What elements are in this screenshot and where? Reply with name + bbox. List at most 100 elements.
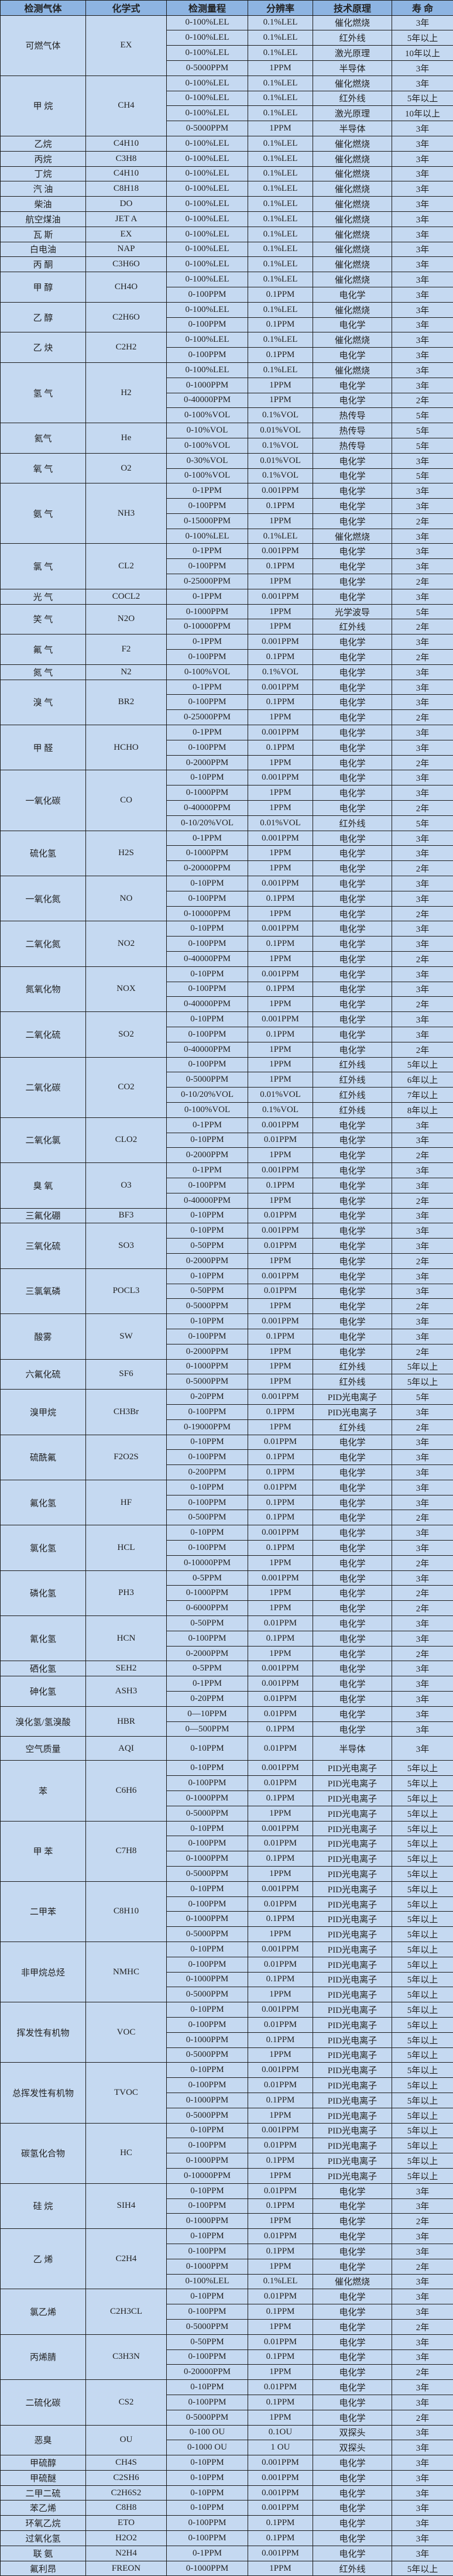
resolution-cell: 1PPM (248, 786, 313, 801)
principle-cell: 催化燃烧 (313, 76, 392, 91)
lifetime-cell: 5年以上 (392, 30, 453, 46)
principle-cell: 电化学 (313, 1178, 392, 1193)
resolution-cell: 0.1PPM (248, 695, 313, 710)
range-cell: 0-100PPM (167, 982, 248, 997)
range-cell: 0-100%LEL (167, 166, 248, 181)
principle-cell: 电化学 (313, 982, 392, 997)
lifetime-cell: 2年 (392, 574, 453, 589)
resolution-cell: 0.01PPM (248, 2183, 313, 2198)
lifetime-cell: 2年 (392, 1344, 453, 1359)
resolution-cell: 1PPM (248, 755, 313, 770)
gas-name-cell: 砷化氢 (1, 1676, 86, 1707)
principle-cell: PID光电离子 (313, 1972, 392, 1987)
principle-cell: PID光电离子 (313, 1912, 392, 1927)
range-cell: 0-1000PPM (167, 378, 248, 393)
principle-cell: 电化学 (313, 393, 392, 408)
resolution-cell: 0.1PPM (248, 2531, 313, 2546)
formula-cell: BF3 (86, 1208, 167, 1223)
principle-cell: 电化学 (313, 846, 392, 861)
range-cell: 0-100%LEL (167, 242, 248, 257)
resolution-cell: 0.1PPM (248, 499, 313, 514)
resolution-cell: 0.01%VOL (248, 1088, 313, 1103)
range-cell: 0-100PPM (167, 499, 248, 514)
lifetime-cell: 3年 (392, 2395, 453, 2410)
lifetime-cell: 3年 (392, 348, 453, 363)
resolution-cell: 1PPM (248, 60, 313, 76)
principle-cell: 电化学 (313, 317, 392, 332)
principle-cell: 催化燃烧 (313, 257, 392, 272)
resolution-cell: 1PPM (248, 393, 313, 408)
principle-cell: 电化学 (313, 1495, 392, 1510)
principle-cell: 电化学 (313, 559, 392, 574)
formula-cell: C4H10 (86, 136, 167, 151)
resolution-cell: 0.01PPM (248, 1480, 313, 1495)
principle-cell: 电化学 (313, 468, 392, 483)
resolution-cell: 0.1%LEL (248, 91, 313, 106)
range-cell: 0-100PPM (167, 1541, 248, 1556)
lifetime-cell: 3年 (392, 272, 453, 287)
principle-cell: PID光电离子 (313, 2047, 392, 2063)
gas-name-cell: 乙 炔 (1, 332, 86, 363)
range-cell: 0-1000PPM (167, 786, 248, 801)
range-cell: 0-1000PPM (167, 2561, 248, 2576)
lifetime-cell: 3年 (392, 1012, 453, 1027)
resolution-cell: 1PPM (248, 906, 313, 921)
resolution-cell: 0.1%LEL (248, 166, 313, 181)
principle-cell: 电化学 (313, 710, 392, 725)
principle-cell: 电化学 (313, 1344, 392, 1359)
principle-cell: 电化学 (313, 2244, 392, 2259)
resolution-cell: 1PPM (248, 710, 313, 725)
lifetime-cell: 5年以上 (392, 2002, 453, 2018)
resolution-cell: 0.1%VOL (248, 438, 313, 453)
resolution-cell: 0.01PPM (248, 1706, 313, 1721)
gas-name-cell: 丁烷 (1, 166, 86, 181)
gas-name-cell: 联 氨 (1, 2546, 86, 2561)
gas-name-cell: 过氧化氢 (1, 2531, 86, 2546)
principle-cell: 电化学 (313, 1661, 392, 1676)
range-cell: 0-100PPM (167, 1776, 248, 1791)
lifetime-cell: 3年 (392, 499, 453, 514)
range-cell: 0-1000PPM (167, 846, 248, 861)
range-cell: 0-100%LEL (167, 181, 248, 197)
principle-cell: 催化燃烧 (313, 362, 392, 378)
formula-cell: NO (86, 876, 167, 921)
gas-name-cell: 乙 烯 (1, 2229, 86, 2289)
resolution-cell: 1PPM (248, 801, 313, 816)
principle-cell: 电化学 (313, 1163, 392, 1178)
range-cell: 0-20PPM (167, 1692, 248, 1707)
range-cell: 0-10000PPM (167, 1555, 248, 1570)
principle-cell: PID光电离子 (313, 2078, 392, 2093)
resolution-cell: 0.01%VOL (248, 423, 313, 438)
principle-cell: 电化学 (313, 1586, 392, 1601)
resolution-cell: 1PPM (248, 2108, 313, 2123)
lifetime-cell: 5年以上 (392, 2093, 453, 2108)
lifetime-cell: 3年 (392, 1706, 453, 1721)
principle-cell: 红外线 (313, 2561, 392, 2576)
lifetime-cell: 3年 (392, 2455, 453, 2471)
resolution-cell: 1PPM (248, 2561, 313, 2576)
range-cell: 0-10PPM (167, 2455, 248, 2471)
range-cell: 0-5000PPM (167, 2319, 248, 2334)
lifetime-cell: 5年 (392, 423, 453, 438)
principle-cell: 电化学 (313, 921, 392, 937)
principle-cell: 红外线 (313, 91, 392, 106)
principle-cell: 电化学 (313, 1314, 392, 1329)
range-cell: 0-100PPM (167, 1404, 248, 1419)
gas-name-cell: 非甲烷总烃 (1, 1942, 86, 2002)
principle-cell: 催化燃烧 (313, 211, 392, 227)
resolution-cell: 1PPM (248, 1253, 313, 1268)
lifetime-cell: 2年 (392, 1646, 453, 1661)
resolution-cell: 0.01PPM (248, 2380, 313, 2395)
lifetime-cell: 3年 (392, 1404, 453, 1419)
lifetime-cell: 3年 (392, 197, 453, 212)
range-cell: 0-100PPM (167, 2516, 248, 2531)
lifetime-cell: 3年 (392, 317, 453, 332)
range-cell: 0-5PPM (167, 1570, 248, 1586)
range-cell: 0-100PPM (167, 1057, 248, 1072)
principle-cell: PID光电离子 (313, 1942, 392, 1957)
